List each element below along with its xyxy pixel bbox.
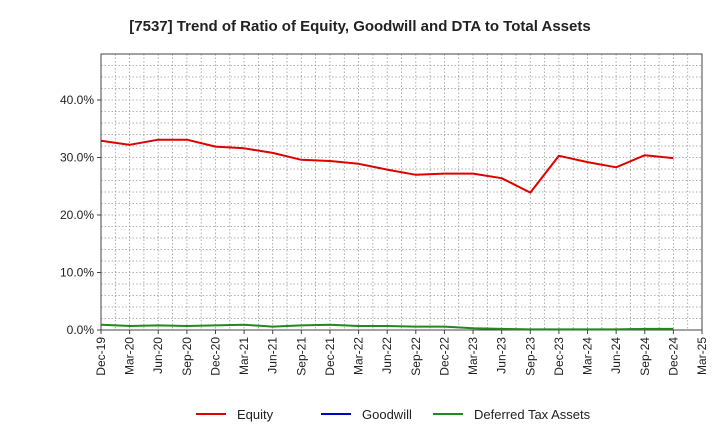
x-tick-label: Mar-25 <box>695 337 709 375</box>
x-tick-label: Mar-22 <box>352 337 366 375</box>
series-line-equity <box>100 138 674 194</box>
legend: Equity Goodwill Deferred Tax Assets <box>196 407 591 422</box>
y-tick-label: 30.0% <box>60 151 94 165</box>
legend-label: Goodwill <box>362 407 412 422</box>
x-tick-label: Sep-22 <box>409 337 423 376</box>
x-tick-label: Jun-20 <box>151 337 165 374</box>
x-tick-label: Sep-20 <box>180 337 194 376</box>
x-tick-label: Sep-23 <box>523 337 537 376</box>
plot-area <box>100 53 703 331</box>
series-line-deferred-tax-assets <box>100 323 674 331</box>
x-tick-label: Dec-20 <box>208 337 222 376</box>
x-tick-label: Dec-24 <box>666 337 680 376</box>
y-tick-label: 10.0% <box>60 266 94 280</box>
x-tick-label: Jun-21 <box>266 337 280 374</box>
legend-label: Equity <box>237 407 274 422</box>
x-tick-label: Sep-24 <box>638 337 652 376</box>
x-tick-label: Jun-24 <box>609 337 623 374</box>
x-tick-label: Dec-19 <box>94 337 108 376</box>
series-lines <box>100 138 674 331</box>
y-tick-label: 0.0% <box>67 323 95 337</box>
x-tick-label: Mar-21 <box>237 337 251 375</box>
x-axis-ticks: Dec-19 Mar-20 Jun-20 Sep-20 Dec-20 Mar-21 Jun-… <box>94 330 709 376</box>
x-tick-label: Mar-20 <box>123 337 137 375</box>
x-tick-label: Sep-21 <box>294 337 308 376</box>
x-tick-label: Dec-22 <box>437 337 451 376</box>
y-axis-ticks: 0.0% 10.0% 20.0% 30.0% 40.0% <box>60 93 101 337</box>
x-tick-label: Mar-23 <box>466 337 480 375</box>
x-tick-label: Jun-22 <box>380 337 394 374</box>
x-tick-label: Dec-21 <box>323 337 337 376</box>
legend-label: Deferred Tax Assets <box>474 407 591 422</box>
y-tick-label: 40.0% <box>60 93 94 107</box>
x-tick-label: Jun-23 <box>495 337 509 374</box>
y-tick-label: 20.0% <box>60 208 94 222</box>
grid-lines <box>101 54 702 330</box>
x-tick-label: Dec-23 <box>552 337 566 376</box>
chart-title: [7537] Trend of Ratio of Equity, Goodwil… <box>129 18 590 35</box>
x-tick-label: Mar-24 <box>581 337 595 375</box>
